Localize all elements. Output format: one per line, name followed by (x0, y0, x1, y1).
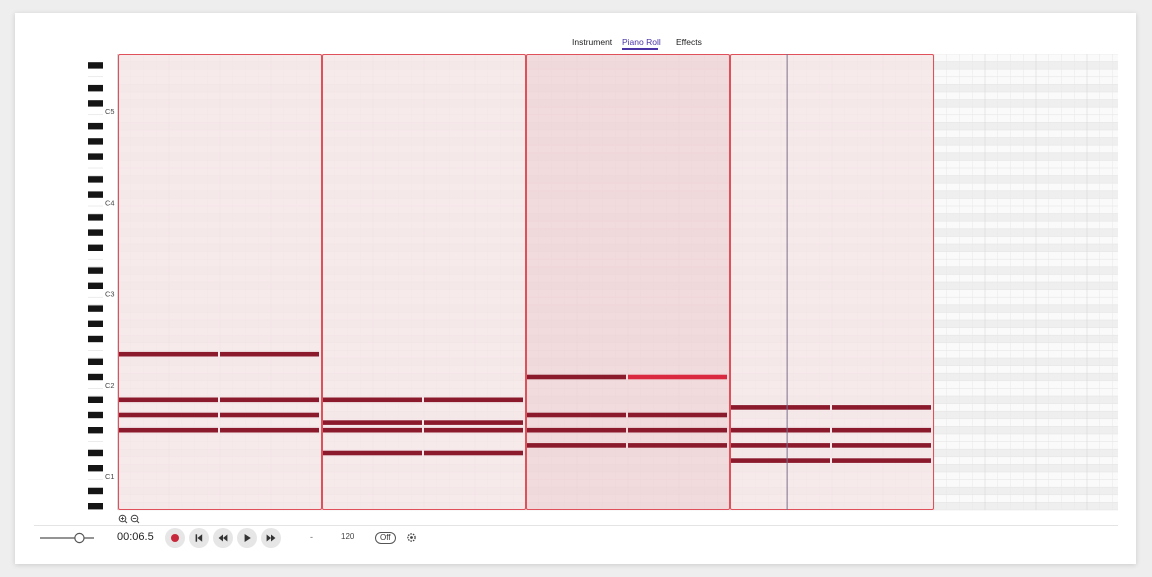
black-key[interactable] (88, 503, 103, 510)
midi-note[interactable] (424, 450, 523, 456)
midi-note[interactable] (527, 412, 626, 418)
fast-forward-icon (266, 534, 276, 542)
octave-label: C5 (105, 107, 114, 116)
midi-note[interactable] (628, 443, 727, 448)
metronome-toggle[interactable]: Off (375, 532, 396, 544)
black-key[interactable] (88, 123, 103, 130)
zoom-in-icon[interactable] (118, 514, 128, 524)
tab-piano-roll[interactable]: Piano Roll (622, 37, 661, 47)
midi-clip[interactable] (118, 54, 322, 510)
piano-keyboard[interactable]: C5 C4 C3 C2 C1 (88, 54, 118, 510)
transport-bar: 00:06.5 - 120 Off (0, 527, 1152, 549)
midi-note[interactable] (731, 443, 830, 448)
midi-note[interactable] (119, 351, 218, 357)
octave-label: C1 (105, 472, 114, 481)
black-key[interactable] (88, 100, 103, 107)
midi-note[interactable] (731, 458, 830, 463)
black-key[interactable] (88, 305, 103, 312)
midi-note[interactable] (119, 397, 218, 403)
midi-note[interactable] (220, 351, 319, 357)
midi-clip[interactable] (322, 54, 526, 510)
skip-start-icon (195, 534, 203, 542)
zoom-out-icon[interactable] (130, 514, 140, 524)
rewind-button[interactable] (213, 528, 233, 548)
black-key[interactable] (88, 138, 103, 145)
keyboard-background (88, 54, 118, 510)
midi-note[interactable] (527, 443, 626, 448)
midi-note[interactable] (424, 420, 523, 425)
black-key[interactable] (88, 282, 103, 289)
midi-note[interactable] (323, 427, 422, 433)
midi-note[interactable] (832, 443, 931, 448)
black-key[interactable] (88, 229, 103, 236)
midi-note[interactable] (832, 427, 931, 433)
octave-label: C2 (105, 381, 114, 390)
midi-note[interactable] (220, 427, 319, 433)
time-display: 00:06.5 (117, 531, 154, 543)
midi-note[interactable] (832, 405, 931, 410)
record-icon (171, 534, 179, 542)
clip-area (118, 54, 934, 510)
midi-note[interactable] (323, 420, 422, 425)
octave-label: C4 (105, 198, 114, 207)
active-tab-indicator (622, 48, 658, 50)
play-button[interactable] (237, 528, 257, 548)
black-key[interactable] (88, 267, 103, 274)
black-key[interactable] (88, 449, 103, 457)
black-key[interactable] (88, 244, 103, 251)
tab-instrument[interactable]: Instrument (572, 37, 613, 47)
black-key[interactable] (88, 335, 103, 343)
tab-effects[interactable]: Effects (676, 37, 702, 47)
black-key[interactable] (88, 396, 103, 403)
black-key[interactable] (88, 191, 103, 198)
midi-clip[interactable] (526, 54, 730, 510)
tab-bar: Instrument Piano Roll Effects (0, 37, 1152, 53)
black-key[interactable] (88, 427, 103, 434)
black-key[interactable] (88, 85, 103, 92)
midi-note[interactable] (323, 397, 422, 403)
midi-clip[interactable] (730, 54, 934, 510)
midi-note[interactable] (323, 450, 422, 456)
octave-label: C3 (105, 290, 114, 299)
record-button[interactable] (165, 528, 185, 548)
tempo-value[interactable]: 120 (341, 532, 355, 541)
piano-roll: C5 C4 C3 C2 C1 (88, 54, 1118, 514)
midi-note[interactable] (731, 405, 830, 410)
black-key[interactable] (88, 153, 103, 160)
skip-start-button[interactable] (189, 528, 209, 548)
divider (34, 525, 1118, 526)
midi-note[interactable] (731, 427, 830, 433)
black-key[interactable] (88, 411, 103, 419)
midi-note[interactable] (628, 374, 727, 380)
midi-note[interactable] (424, 397, 523, 403)
black-key[interactable] (88, 487, 103, 495)
black-key[interactable] (88, 176, 103, 183)
tempo-separator: - (310, 532, 313, 542)
midi-note[interactable] (119, 427, 218, 433)
black-key[interactable] (88, 214, 103, 221)
settings-icon[interactable] (406, 532, 417, 543)
black-key[interactable] (88, 465, 103, 472)
midi-note[interactable] (527, 427, 626, 433)
piano-roll-canvas: C5 C4 C3 C2 C1 (88, 54, 1118, 511)
fast-forward-button[interactable] (261, 528, 281, 548)
zoom-controls (118, 514, 140, 524)
play-icon (244, 534, 251, 542)
midi-note[interactable] (527, 374, 626, 380)
volume-slider[interactable] (40, 532, 96, 544)
midi-note[interactable] (832, 458, 931, 463)
midi-note[interactable] (119, 412, 218, 418)
black-key[interactable] (88, 320, 103, 327)
volume-knob[interactable] (74, 532, 85, 544)
black-key[interactable] (88, 62, 103, 69)
midi-note[interactable] (628, 427, 727, 433)
black-key[interactable] (88, 373, 103, 381)
midi-note[interactable] (628, 412, 727, 418)
black-key[interactable] (88, 358, 103, 365)
midi-note[interactable] (424, 427, 523, 433)
rewind-icon (218, 534, 228, 542)
midi-note[interactable] (220, 397, 319, 403)
midi-note[interactable] (220, 412, 319, 418)
